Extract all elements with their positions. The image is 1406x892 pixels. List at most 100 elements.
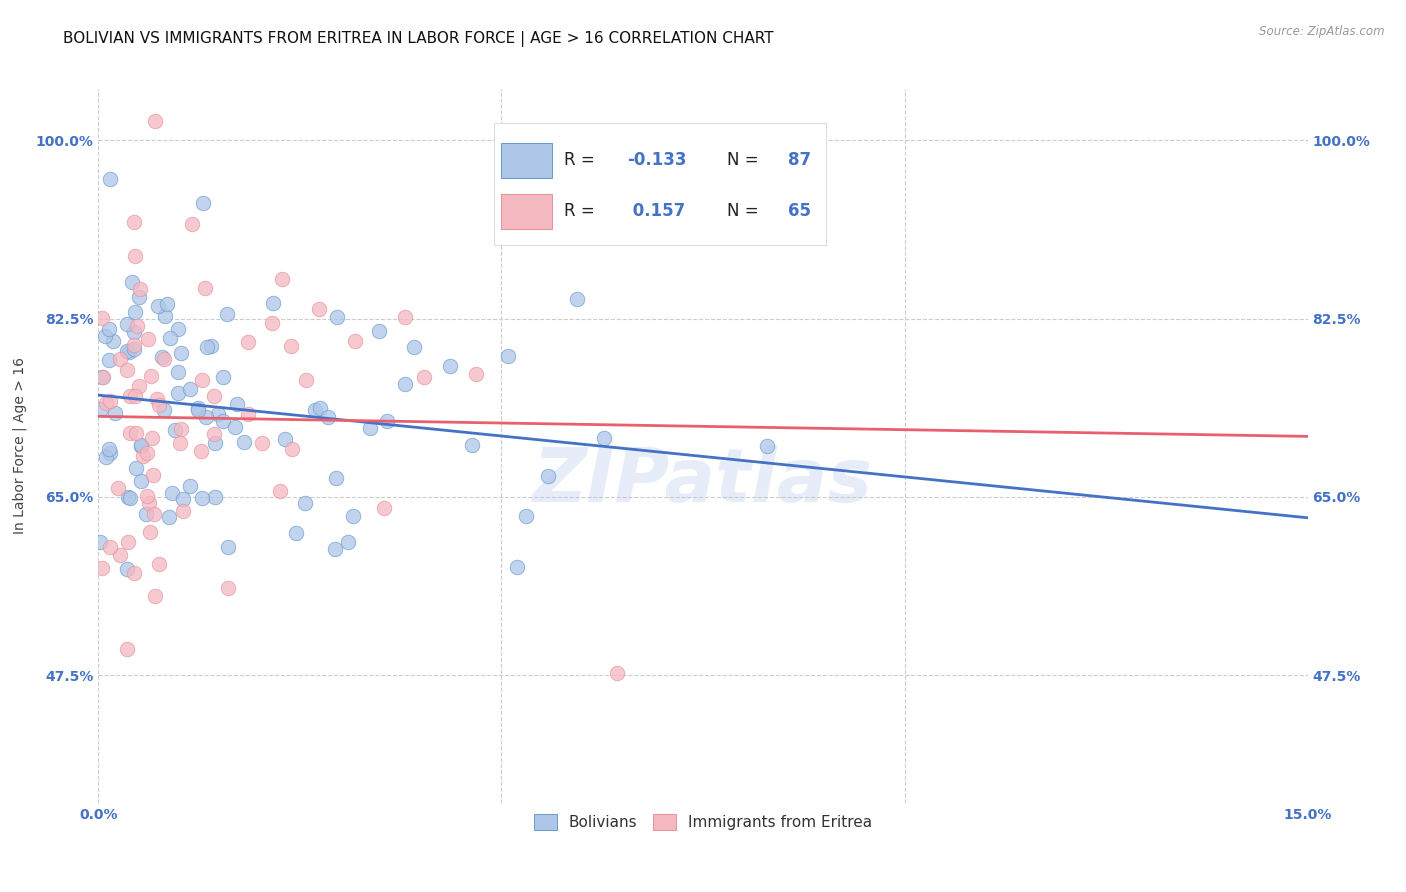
Point [169,422,191,436]
Point [96,396,118,410]
Point [90,402,112,417]
Text: R =: R = [564,151,600,169]
Point [412,370,434,384]
Point [117,490,139,504]
Point [91,311,114,326]
Point [101,334,124,349]
Point [159,331,181,345]
Text: 0.157: 0.157 [627,202,685,220]
Point [238,407,260,421]
Point [367,324,389,338]
Text: R =: R = [564,202,600,220]
Point [226,397,249,411]
Point [202,426,225,441]
Point [142,467,165,482]
Point [204,490,226,504]
Point [139,524,162,539]
Text: 65: 65 [787,202,811,220]
Point [308,401,330,416]
Point [138,496,160,510]
Point [465,368,488,382]
Point [138,332,160,346]
Point [148,557,170,571]
Point [128,290,150,304]
Point [172,504,194,518]
Point [124,249,146,263]
FancyBboxPatch shape [494,123,827,245]
Text: -0.133: -0.133 [627,151,686,169]
Point [496,349,519,363]
Point [94,328,117,343]
Point [187,402,209,417]
Point [155,309,177,323]
Point [148,398,170,412]
Point [129,438,152,452]
Point [125,425,148,440]
Point [143,113,166,128]
Point [141,369,163,384]
Point [394,310,416,324]
Point [394,377,416,392]
Point [124,342,146,356]
Point [152,351,174,366]
Point [146,392,169,406]
Point [326,310,349,325]
Point [461,438,484,452]
Point [294,496,316,510]
Point [117,345,139,359]
Point [98,394,121,409]
Point [122,215,145,229]
Point [233,435,256,450]
Point [537,469,560,483]
Point [129,439,152,453]
Point [122,338,145,352]
Point [308,302,330,317]
Point [204,435,226,450]
Point [157,510,180,524]
Point [191,374,214,388]
Point [207,408,229,422]
Point [217,581,239,595]
Point [270,271,292,285]
Point [190,444,212,458]
Point [262,296,284,310]
Point [756,439,779,453]
Point [129,474,152,488]
Point [136,446,159,460]
Point [91,370,114,384]
Point [439,359,461,373]
Point [115,562,138,576]
Point [197,340,219,354]
Point [160,486,183,500]
Point [141,431,163,445]
Point [122,566,145,580]
Point [145,589,167,603]
Point [117,535,139,549]
Point [131,449,153,463]
Point [98,540,121,554]
Point [169,436,191,450]
Point [98,352,121,367]
Point [128,282,150,296]
Point [156,297,179,311]
Point [90,369,112,384]
Point [316,409,339,424]
Text: N =: N = [727,202,763,220]
Point [250,436,273,450]
Point [212,369,235,384]
Point [118,425,141,440]
Point [179,383,201,397]
Point [135,507,157,521]
Point [262,316,284,330]
Point [121,275,143,289]
Point [224,420,246,434]
Text: ZIPatlas: ZIPatlas [533,445,873,518]
Point [565,293,588,307]
Point [98,172,121,186]
Point [280,442,302,456]
Point [125,460,148,475]
Point [91,560,114,574]
Point [150,350,173,364]
Point [107,481,129,495]
Text: N =: N = [727,151,763,169]
